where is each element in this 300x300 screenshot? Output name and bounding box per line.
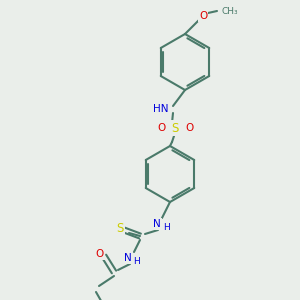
- Text: O: O: [199, 11, 207, 21]
- Text: HN: HN: [154, 104, 169, 114]
- Text: N: N: [153, 219, 161, 229]
- Text: O: O: [185, 123, 193, 133]
- Text: H: H: [134, 256, 140, 266]
- Text: S: S: [171, 122, 179, 134]
- Text: S: S: [116, 221, 124, 235]
- Text: N: N: [124, 253, 132, 263]
- Text: O: O: [157, 123, 165, 133]
- Text: CH₃: CH₃: [221, 7, 238, 16]
- Text: O: O: [96, 249, 104, 259]
- Text: H: H: [163, 223, 170, 232]
